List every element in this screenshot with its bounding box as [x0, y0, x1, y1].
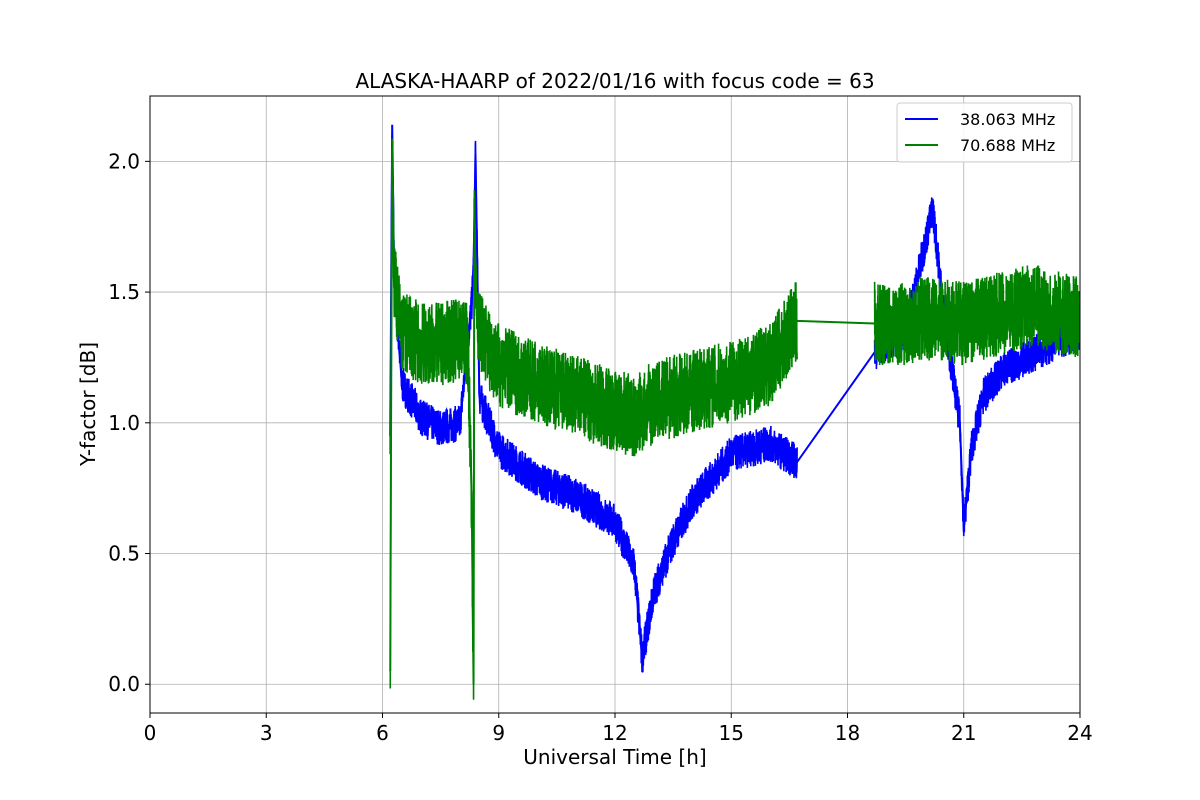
y-axis-label: Y-factor [dB] [76, 342, 100, 467]
y-tick-label: 1.5 [108, 280, 140, 304]
chart-title: ALASKA-HAARP of 2022/01/16 with focus co… [355, 69, 874, 93]
x-tick-label: 9 [492, 721, 505, 745]
y-tick-label: 2.0 [108, 149, 140, 173]
series-2-line [389, 148, 1080, 685]
x-tick-label: 0 [144, 721, 157, 745]
y-tick-label: 0.0 [108, 672, 140, 696]
legend: 38.063 MHz 70.688 MHz [896, 102, 1073, 163]
series-2-noise [389, 138, 1080, 700]
x-tick-label: 6 [376, 721, 389, 745]
legend-box [896, 102, 1073, 163]
x-tick-label: 18 [835, 721, 860, 745]
legend-label-series-2: 70.688 MHz [960, 136, 1055, 155]
x-axis-label: Universal Time [h] [523, 745, 706, 769]
series-layer [389, 124, 1080, 700]
x-tick-label: 15 [719, 721, 744, 745]
series-1-line [389, 124, 1080, 659]
y-tick-label: 0.5 [108, 542, 140, 566]
x-tick-label: 12 [602, 721, 627, 745]
series-2 [389, 138, 1080, 700]
x-tick-label: 21 [951, 721, 976, 745]
y-tick-label: 1.0 [108, 411, 140, 435]
legend-label-series-1: 38.063 MHz [960, 110, 1055, 129]
ticks: 0 3 6 9 12 15 18 21 24 0.0 0.5 1.0 1.5 2.0 [108, 149, 1093, 745]
x-tick-label: 24 [1067, 721, 1092, 745]
x-tick-label: 3 [260, 721, 273, 745]
